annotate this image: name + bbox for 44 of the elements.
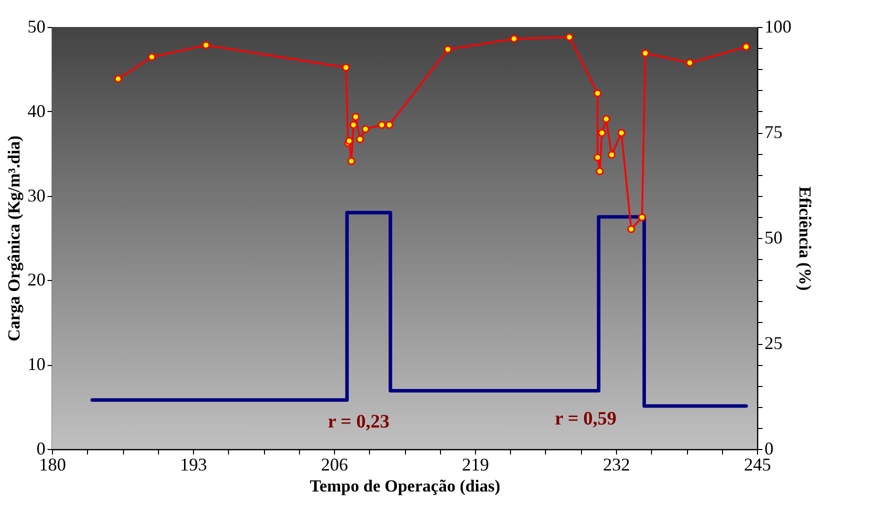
y2-tick-label: 50: [764, 228, 782, 248]
point: [350, 121, 358, 129]
point: [596, 167, 604, 176]
point: [608, 150, 616, 159]
point: [444, 45, 452, 54]
point: [602, 115, 610, 123]
x-tick-label: 219: [462, 454, 489, 474]
y-tick-label: 20: [28, 270, 46, 290]
point: [742, 42, 750, 51]
point: [641, 49, 650, 58]
y-axis-title: Carga Orgânica (Kg/m³.dia): [4, 136, 24, 342]
point: [148, 53, 156, 61]
y2-tick-label: 25: [764, 333, 782, 353]
point: [565, 33, 574, 42]
point: [362, 125, 370, 134]
x-tick-label: 206: [321, 454, 348, 474]
x-tick-label: 193: [180, 454, 207, 474]
y2-tick-label: 100: [764, 16, 792, 36]
point: [618, 129, 626, 137]
annotation: r = 0,59: [554, 408, 617, 430]
x-tick-label: 232: [603, 454, 630, 474]
y-tick-label: 40: [28, 100, 46, 121]
point: [347, 157, 356, 166]
annotation: r = 0,23: [328, 412, 390, 433]
point: [598, 129, 606, 137]
point: [202, 41, 210, 50]
point: [594, 153, 602, 162]
point: [686, 58, 694, 67]
y2-tick-label: 75: [764, 122, 782, 142]
point: [638, 213, 646, 222]
point: [342, 64, 350, 72]
y-tick-label: 50: [28, 16, 46, 36]
point: [114, 75, 122, 83]
point: [510, 34, 518, 43]
point: [627, 225, 636, 234]
point: [352, 112, 360, 121]
point: [594, 89, 602, 98]
point: [385, 121, 394, 129]
x-axis-title: Tempo de Operação (dias): [310, 476, 500, 496]
point: [378, 121, 386, 129]
point: [356, 135, 364, 144]
y-tick-label: 10: [28, 354, 46, 374]
y-tick-label: 30: [28, 185, 46, 206]
y2-axis-title: Eficiência (%): [796, 186, 814, 291]
